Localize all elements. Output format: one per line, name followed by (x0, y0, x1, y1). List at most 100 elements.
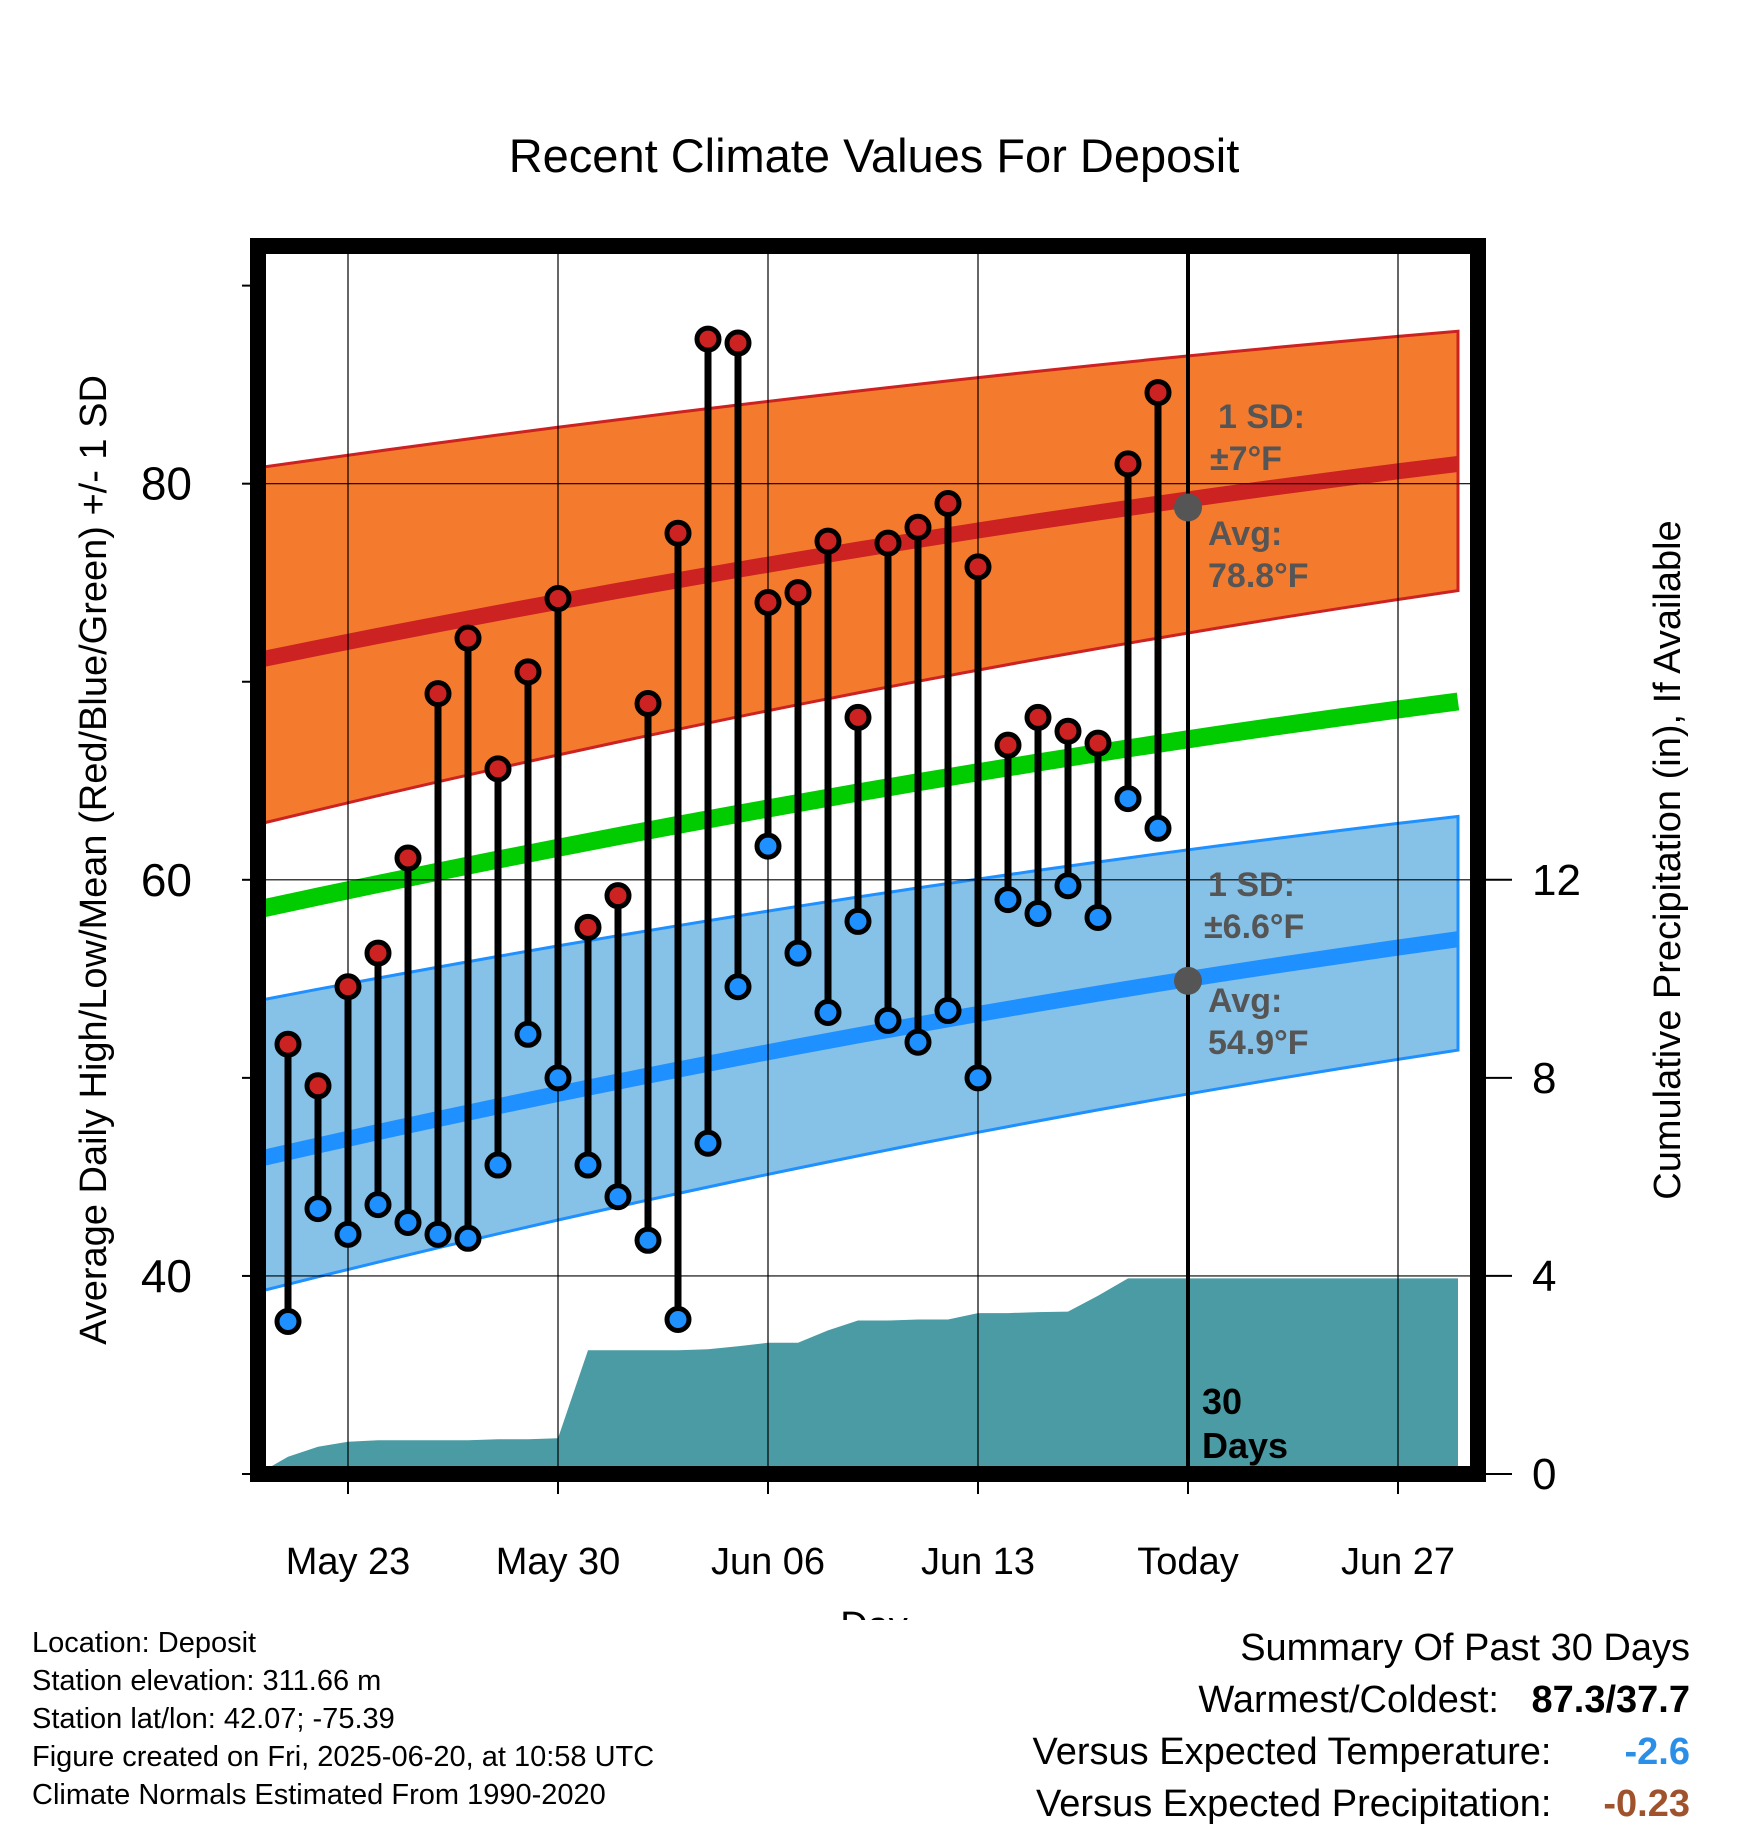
low-point (334, 1220, 362, 1248)
precip-value: -0.23 (1603, 1783, 1690, 1825)
high-avg-value: 78.8°F (1208, 557, 1309, 595)
right-tick-label: 8 (1532, 1054, 1556, 1103)
low-point (1024, 899, 1052, 927)
low-point (994, 886, 1022, 914)
elevation-text: Station elevation: 311.66 m (32, 1665, 382, 1697)
high-point (784, 579, 812, 607)
low-point (814, 999, 842, 1027)
low-point (724, 973, 752, 1001)
left-tick-label: 40 (141, 1250, 192, 1302)
station-info: Location: Deposit Station elevation: 311… (32, 1624, 654, 1814)
high-point (1024, 703, 1052, 731)
low-point (874, 1006, 902, 1034)
plot-frame (250, 238, 1486, 1482)
y-axis-label-left: Average Daily High/Low/Mean (Red/Blue/Gr… (73, 375, 115, 1345)
low-point (754, 832, 782, 860)
high-point (754, 589, 782, 617)
summary-precip: Versus Expected Precipitation: -0.23 (1033, 1778, 1690, 1830)
low-point (694, 1129, 722, 1157)
low-point (904, 1028, 932, 1056)
low-avg-value: 54.9°F (1208, 1024, 1309, 1062)
high-avg-line (258, 455, 1459, 668)
high-point (874, 529, 902, 557)
high-point (994, 731, 1022, 759)
summary-title: Summary Of Past 30 Days (1240, 1627, 1690, 1669)
high-avg-label: Avg: (1208, 515, 1282, 553)
today-high-avg-marker (1174, 493, 1202, 522)
low-point (1114, 785, 1142, 813)
temp-label: Versus Expected Temperature: (1032, 1731, 1552, 1773)
high-point (844, 703, 872, 731)
high-point (514, 658, 542, 686)
x-tick-label: Jun 13 (921, 1541, 1035, 1583)
low-point (364, 1191, 392, 1219)
y-axis-label-right: Cumulative Precipitation (in), If Availa… (1647, 520, 1689, 1199)
precip-label: Versus Expected Precipitation: (1036, 1783, 1552, 1825)
right-tick-label: 12 (1532, 856, 1581, 905)
low-point (604, 1183, 632, 1211)
x-axis-label: Day (840, 1605, 908, 1620)
high-point (904, 513, 932, 541)
low-point (1144, 814, 1172, 842)
low-point (664, 1306, 692, 1334)
precip-area (258, 1278, 1458, 1474)
climate-chart: 1 SD: ±7°F Avg: 78.8°F 1 SD: ±6.6°F Avg: 54.9°F… (73, 129, 1689, 1620)
right-tick-label: 0 (1532, 1450, 1556, 1499)
created-text: Figure created on Fri, 2025-06-20, at 10… (32, 1741, 655, 1773)
window-days-number: 30 (1202, 1381, 1242, 1422)
low-point (274, 1307, 302, 1335)
high-point (1144, 379, 1172, 407)
high-point (964, 553, 992, 581)
low-point (964, 1064, 992, 1092)
low-point (1054, 872, 1082, 900)
location-text: Location: Deposit (32, 1627, 257, 1659)
high-point (334, 973, 362, 1001)
high-point (1084, 729, 1112, 757)
high-point (424, 680, 452, 708)
latlon-text: Station lat/lon: 42.07; -75.39 (32, 1703, 395, 1735)
low-avg-label: Avg: (1208, 982, 1282, 1020)
left-tick-label: 60 (141, 854, 192, 906)
warm-cold-label: Warmest/Coldest: (1198, 1679, 1499, 1721)
high-sd-value: ±7°F (1210, 440, 1282, 478)
high-point (274, 1030, 302, 1058)
high-point (544, 585, 572, 613)
low-point (934, 997, 962, 1025)
warm-cold-value: 87.3/37.7 (1531, 1679, 1690, 1721)
high-point (484, 755, 512, 783)
high-sd-label: 1 SD: (1218, 398, 1305, 436)
high-point (724, 329, 752, 357)
low-point (1084, 903, 1112, 931)
low-point (514, 1020, 542, 1048)
low-point (844, 907, 872, 935)
high-point (664, 519, 692, 547)
low-point (484, 1151, 512, 1179)
high-point (1114, 450, 1142, 478)
low-sd-label: 1 SD: (1208, 866, 1295, 904)
window-days-label: Days (1202, 1425, 1288, 1466)
right-tick-label: 4 (1532, 1252, 1556, 1301)
high-point (934, 489, 962, 517)
low-point (544, 1064, 572, 1092)
high-point (634, 690, 662, 718)
low-point (304, 1195, 332, 1223)
summary-warm-cold: Warmest/Coldest: 87.3/37.7 (1033, 1674, 1690, 1726)
x-tick-label: May 30 (496, 1541, 621, 1583)
left-tick-label: 80 (141, 458, 192, 510)
low-sd-value: ±6.6°F (1204, 908, 1304, 946)
low-point (574, 1151, 602, 1179)
high-point (694, 325, 722, 353)
temp-value: -2.6 (1624, 1731, 1690, 1773)
high-point (394, 844, 422, 872)
normals-text: Climate Normals Estimated From 1990-2020 (32, 1779, 606, 1811)
high-point (304, 1072, 332, 1100)
high-point (574, 913, 602, 941)
low-point (394, 1208, 422, 1236)
high-point (364, 939, 392, 967)
plot-area (258, 246, 1478, 1474)
chart-title: Recent Climate Values For Deposit (509, 129, 1240, 182)
x-tick-label: May 23 (286, 1541, 411, 1583)
x-tick-label: Jun 27 (1341, 1541, 1455, 1583)
high-point (454, 624, 482, 652)
high-point (604, 882, 632, 910)
